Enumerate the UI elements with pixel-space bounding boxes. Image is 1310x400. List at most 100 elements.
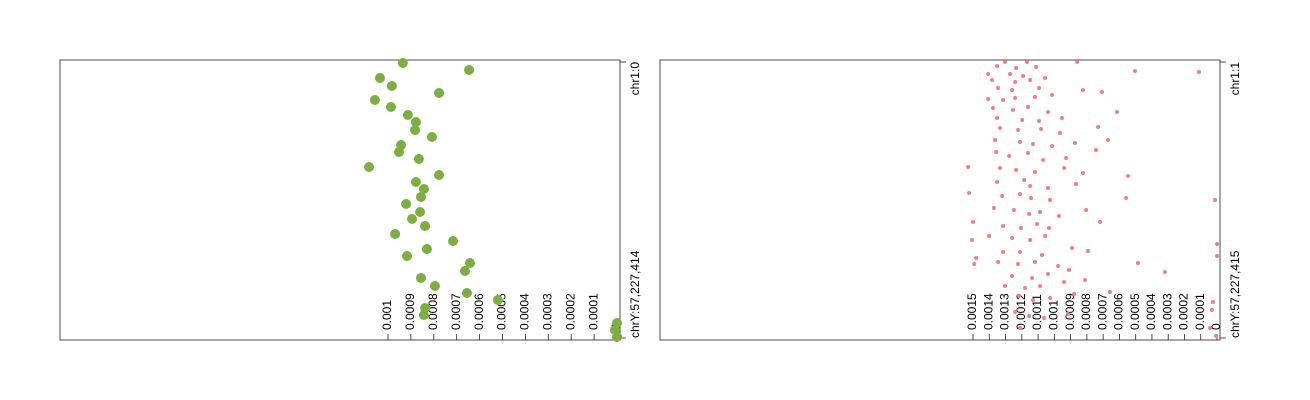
point: [462, 287, 473, 298]
point: [1027, 313, 1032, 318]
point: [1038, 283, 1043, 288]
point: [1027, 211, 1032, 216]
plot-frame: [659, 59, 1221, 341]
point: [410, 124, 421, 135]
point: [967, 190, 972, 195]
point: [1003, 59, 1008, 64]
point: [1001, 223, 1006, 228]
point: [410, 117, 421, 128]
point: [1034, 65, 1039, 70]
point: [390, 229, 401, 240]
point: [1050, 143, 1055, 148]
point: [401, 198, 412, 209]
point: [1096, 124, 1101, 129]
point: [612, 331, 623, 342]
point: [429, 280, 440, 291]
point: [1056, 263, 1061, 268]
point: [994, 149, 999, 154]
point: [464, 64, 475, 75]
point: [1018, 325, 1023, 330]
point: [421, 243, 432, 254]
point: [1031, 141, 1036, 146]
y-tick-label: chr1:0: [628, 62, 642, 96]
point: [386, 81, 397, 92]
point: [426, 131, 437, 142]
point: [1114, 109, 1119, 114]
point: [1062, 279, 1067, 284]
point: [1029, 195, 1034, 200]
point: [1014, 66, 1019, 71]
point: [1011, 108, 1016, 113]
point: [1011, 207, 1016, 212]
point: [393, 146, 404, 157]
point: [374, 73, 385, 84]
point: [1043, 76, 1048, 81]
x-tick-label: 0.0002: [563, 293, 577, 330]
point: [986, 72, 991, 77]
x-tick-label: 0.0002: [1177, 293, 1191, 330]
point: [1025, 59, 1030, 64]
point: [995, 115, 1000, 120]
point: [415, 272, 426, 283]
x-tick-label: 0.0006: [472, 293, 486, 330]
x-tick-label: 0.0015: [965, 293, 979, 330]
point: [1215, 253, 1220, 258]
point: [1215, 241, 1220, 246]
point: [1030, 275, 1035, 280]
point: [1039, 252, 1044, 257]
point: [415, 206, 426, 217]
point: [407, 213, 418, 224]
point: [410, 176, 421, 187]
point: [995, 64, 1000, 69]
point: [1017, 293, 1022, 298]
point: [991, 205, 996, 210]
x-tick-label: 0.0004: [1144, 293, 1158, 330]
point: [1008, 72, 1013, 77]
point: [402, 250, 413, 261]
y-tick-label: chr1:1: [1228, 62, 1242, 96]
point: [991, 105, 996, 110]
point: [1084, 207, 1089, 212]
point: [1075, 59, 1080, 64]
point: [1073, 182, 1078, 187]
point: [1037, 118, 1042, 123]
point: [1018, 140, 1023, 145]
point: [1038, 209, 1043, 214]
point: [1023, 285, 1028, 290]
point: [1007, 153, 1012, 158]
x-tick-label: 0.0006: [1112, 293, 1126, 330]
point: [1133, 68, 1138, 73]
point: [1016, 127, 1021, 132]
point: [413, 154, 424, 165]
point: [1072, 140, 1077, 145]
point: [418, 309, 429, 320]
point: [1059, 115, 1064, 120]
point: [1106, 137, 1111, 142]
point: [1014, 167, 1019, 172]
point: [1083, 277, 1088, 282]
point: [1021, 73, 1026, 78]
y-tick-label: chrY:57,227,414: [628, 250, 642, 338]
point: [1046, 226, 1051, 231]
point: [1214, 333, 1219, 338]
point: [1162, 269, 1167, 274]
x-tick-label: 0.0007: [1095, 293, 1109, 330]
point: [1210, 299, 1215, 304]
point: [1025, 151, 1030, 156]
point: [1010, 235, 1015, 240]
point: [1018, 191, 1023, 196]
point: [363, 161, 374, 172]
point: [1080, 170, 1085, 175]
x-tick-label: 0.001: [380, 300, 394, 330]
point: [1048, 197, 1053, 202]
point: [993, 137, 998, 142]
point: [1028, 183, 1033, 188]
x-tick-label: 0.0007: [449, 293, 463, 330]
point: [1058, 130, 1063, 135]
point: [1064, 155, 1069, 160]
x-tick-label: 0.0004: [518, 293, 532, 330]
x-tick-label: 0.0003: [1160, 293, 1174, 330]
point: [1093, 147, 1098, 152]
point: [995, 179, 1000, 184]
point: [1045, 109, 1050, 114]
